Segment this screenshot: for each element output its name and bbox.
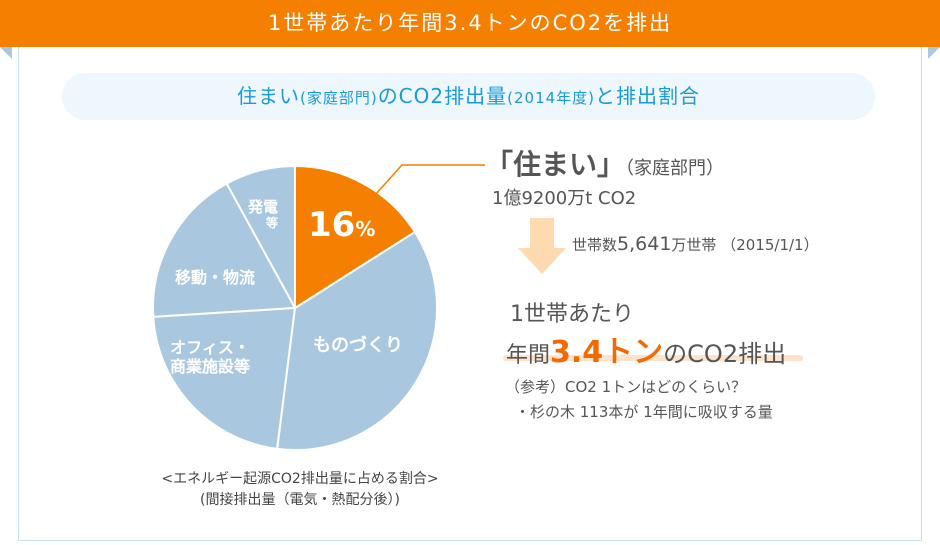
- subtitle-part: (家庭部門): [299, 89, 378, 107]
- slice-label-power: 発電等: [248, 198, 279, 230]
- slice-housing: [294, 164, 417, 310]
- subtitle-part: (2014年度): [507, 89, 596, 107]
- section-subtitle: 住まい(家庭部門)のCO2排出量(2014年度)と排出割合: [62, 73, 875, 120]
- slice-transport: [152, 182, 297, 318]
- annual-emission: 年間3.4トンのCO2排出: [506, 335, 787, 370]
- reference-line-2: ・杉の木 113本が 1年間に吸収する量: [515, 403, 773, 421]
- slice-label-manufacturing: ものづくり: [313, 335, 403, 356]
- down-arrow-icon: [518, 218, 566, 286]
- subtitle-part: 住まい: [236, 84, 300, 108]
- per-household-label: 1世帯あたり: [510, 302, 634, 327]
- subtitle-part: と排出割合: [595, 84, 701, 108]
- chart-caption-sub: (間接排出量（電気・熱配分後）): [200, 492, 400, 508]
- content-card: [18, 47, 922, 541]
- leader-line: [374, 164, 485, 196]
- slice-office: [152, 306, 297, 450]
- ribbon-fold-left: [0, 47, 12, 59]
- slice-label-transport: 移動・物流: [175, 268, 256, 287]
- slice-label-office: オフィス・ 商業施設等: [170, 338, 251, 377]
- emission-total: 1億9200万t CO2: [492, 188, 637, 209]
- reference-line-1: （参考）CO2 1トンはどのくらい？: [505, 378, 747, 396]
- slice-manufacturing: [276, 230, 438, 451]
- chart-caption: <エネルギー起源CO2排出量に占める割合>: [161, 471, 439, 487]
- households-info: 世帯数5,641万世帯 （2015/1/1）: [572, 233, 819, 255]
- sector-title: 「住まい」（家庭部門）: [485, 148, 725, 181]
- subtitle-part: のCO2排出量: [377, 84, 508, 108]
- ribbon-fold-right: [928, 47, 940, 59]
- slice-label-housing: 16%: [308, 205, 376, 245]
- highlight-underline: [503, 355, 803, 361]
- header-title: 1世帯あたり年間3.4トンのCO2を排出: [267, 11, 673, 35]
- header-banner: 1世帯あたり年間3.4トンのCO2を排出: [0, 0, 940, 47]
